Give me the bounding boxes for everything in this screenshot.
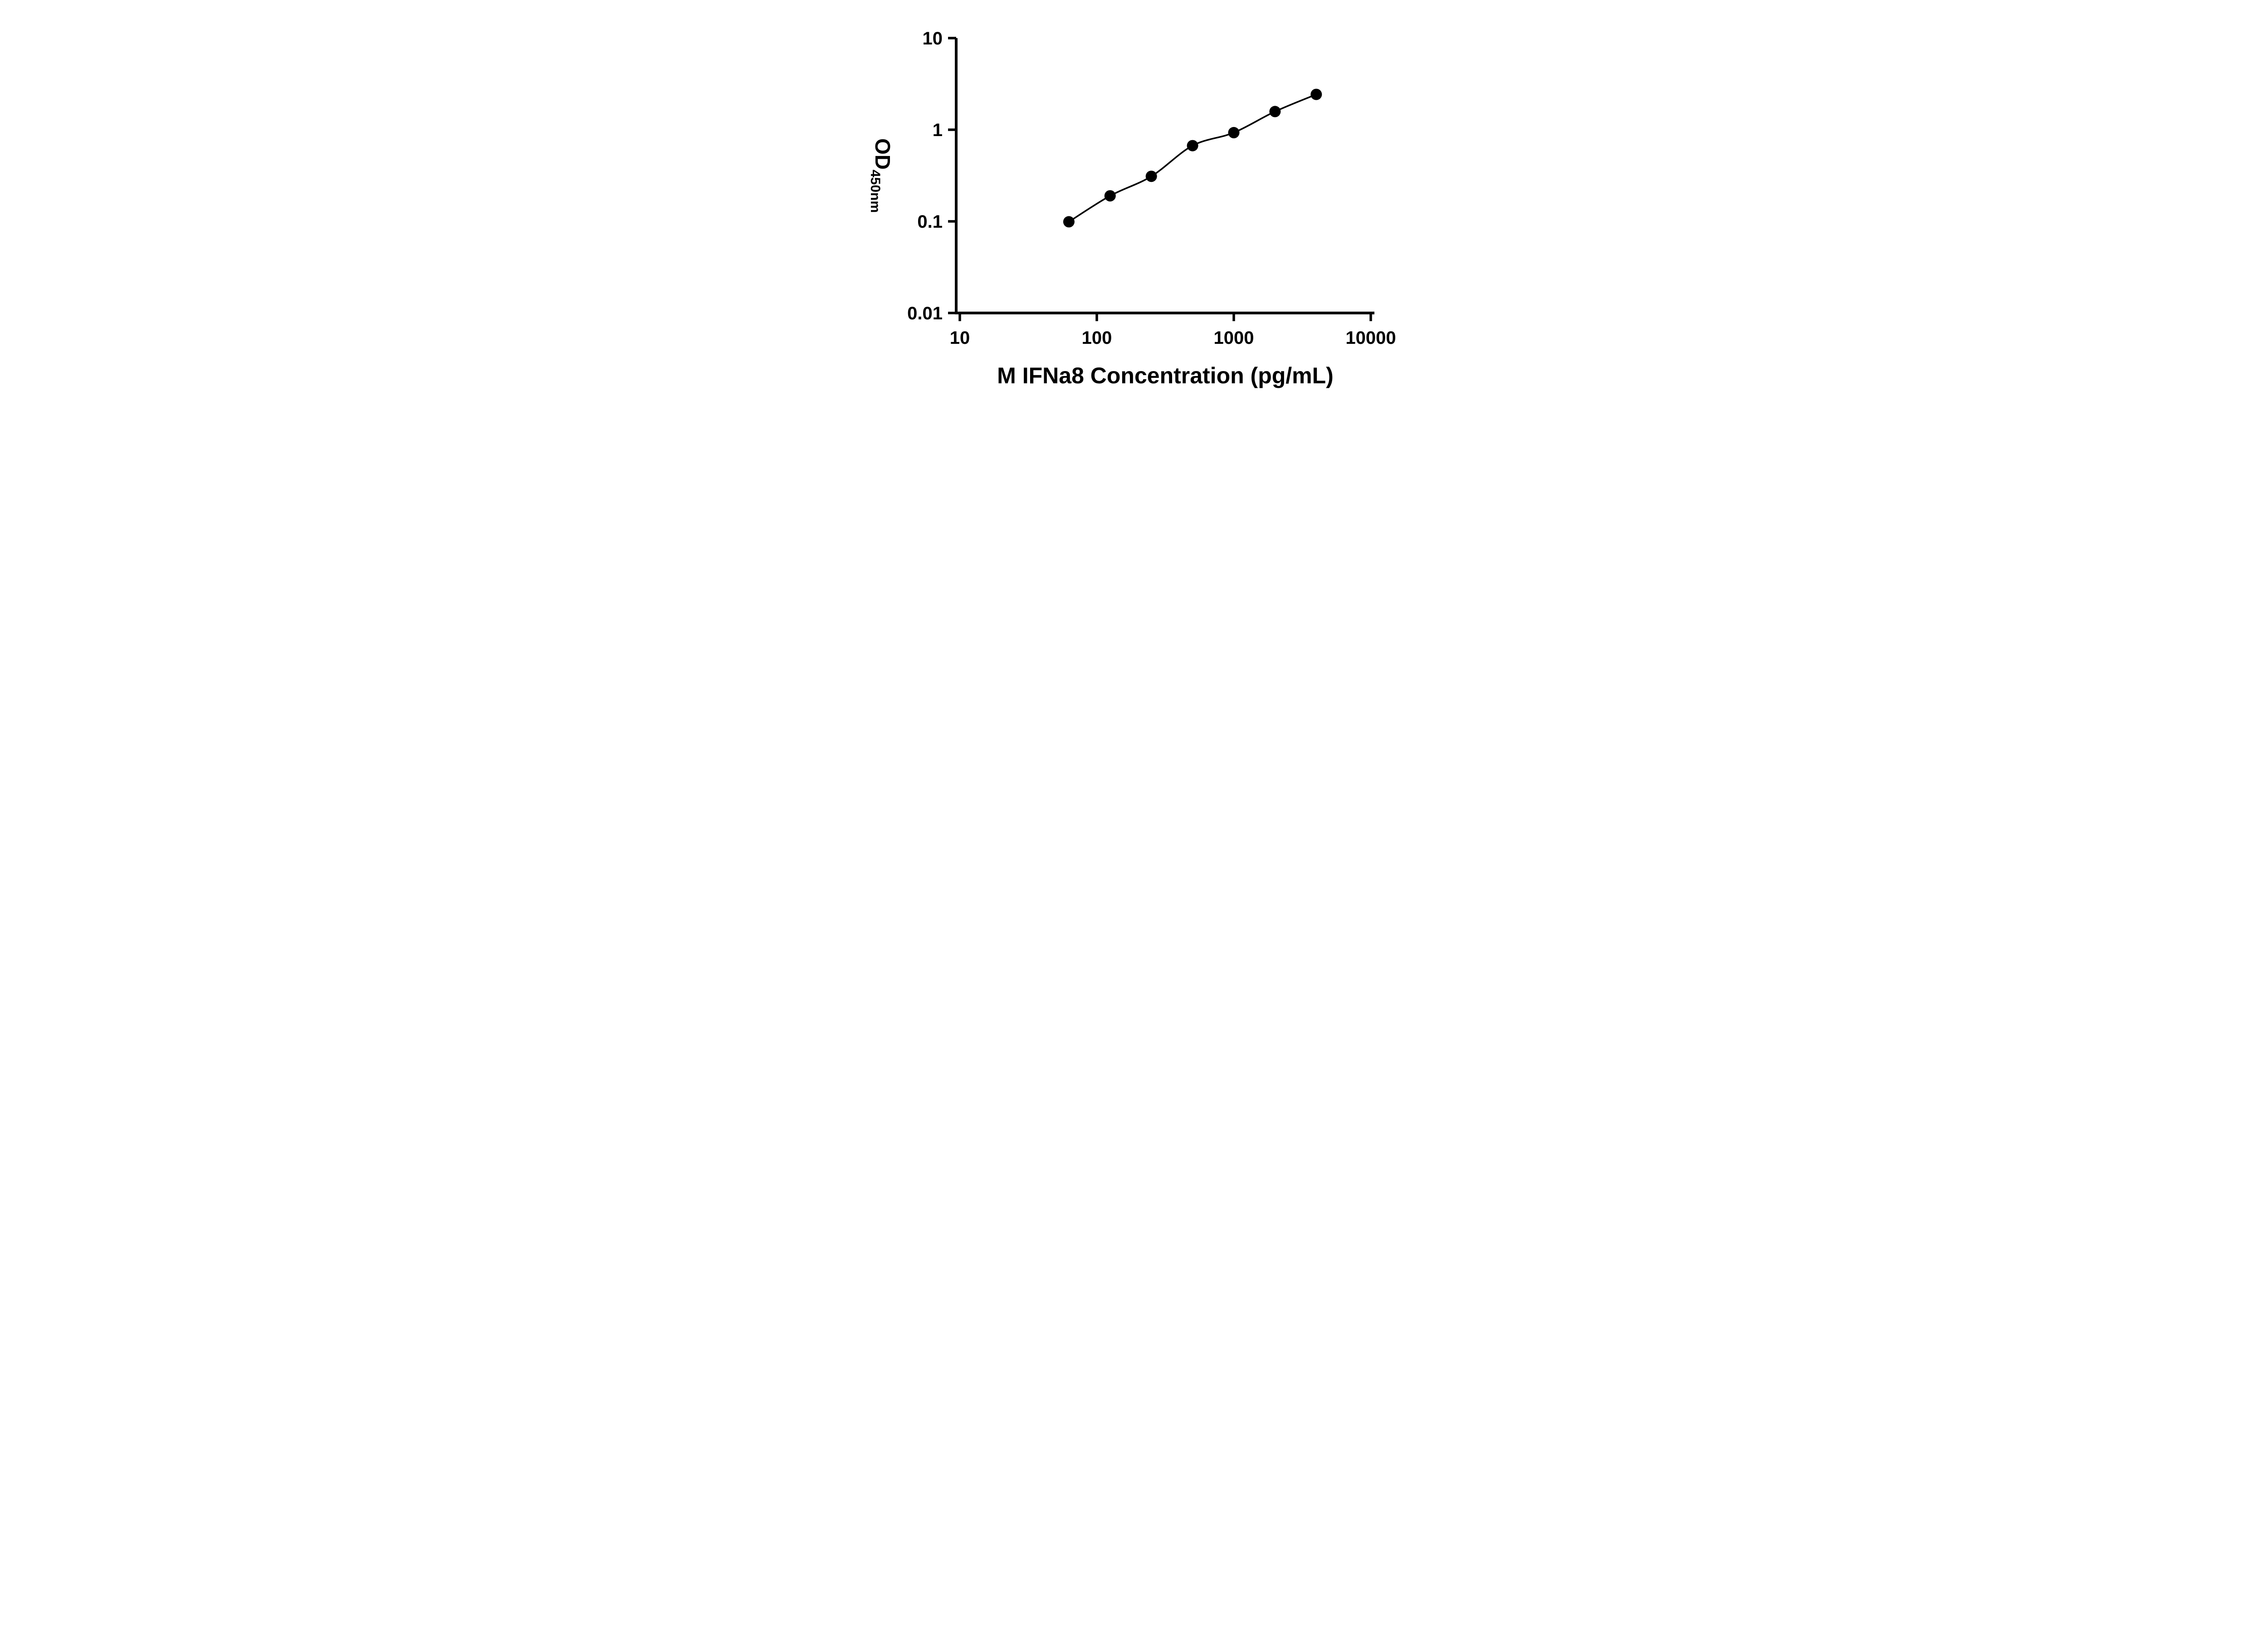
y-tick-label: 10 [922,29,943,49]
data-point [1187,140,1198,152]
elisa-standard-curve-figure: 0.01 0.1 1 10 10 100 1000 10000 M IFNa8 Concentr… [842,0,1426,408]
y-axis-title-subscript: 450nm [868,170,883,213]
data-point [1310,88,1322,100]
x-axis-title: M IFNa8 Concentration (pg/mL) [997,363,1334,388]
x-tick-label: 10 [949,328,970,348]
y-tick-label: 0.01 [907,303,943,323]
data-point [1104,190,1116,202]
data-point [1145,171,1157,182]
y-axis-title: OD450nm [868,138,894,213]
chart-canvas: 0.01 0.1 1 10 10 100 1000 10000 M IFNa8 Concentr… [842,0,1426,408]
data-point [1228,127,1239,138]
x-tick-label: 100 [1081,328,1112,348]
y-tick-label: 1 [932,120,942,140]
x-tick-label: 1000 [1213,328,1254,348]
y-axis-title-main: OD [871,138,894,170]
x-tick-label: 10000 [1345,328,1396,348]
y-tick-label: 0.1 [917,212,943,232]
data-point [1063,216,1075,228]
data-point [1269,106,1281,117]
